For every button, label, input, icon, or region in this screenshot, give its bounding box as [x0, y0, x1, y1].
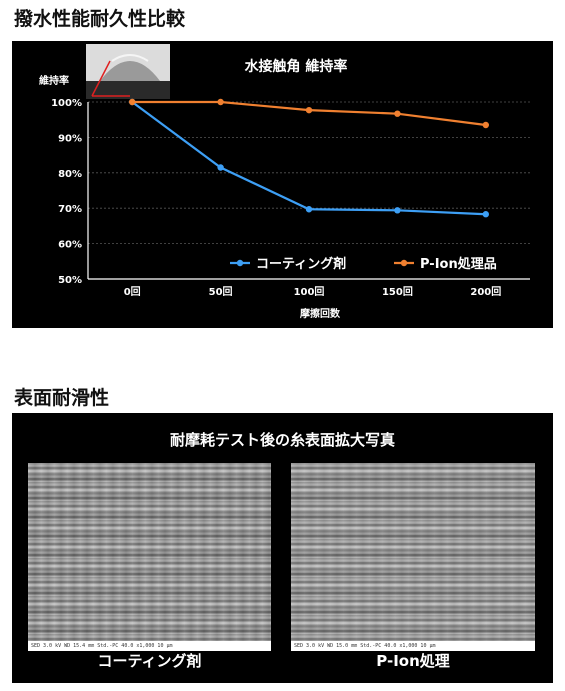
chart-title: 水接触角 維持率: [245, 58, 348, 75]
y-tick-label: 70%: [58, 204, 82, 215]
sem-label-coating: コーティング剤: [97, 652, 202, 670]
chart-legend: コーティング剤 P-Ion処理品: [230, 256, 497, 272]
data-point-0: [394, 207, 401, 214]
x-tick-label: 150回: [382, 286, 413, 298]
surface-panel: 耐摩耗テスト後の糸表面拡大写真 SED 3.0 kV WD 15.4 mm St…: [12, 413, 553, 683]
data-point-1: [305, 106, 313, 114]
y-tick-label: 90%: [58, 133, 82, 144]
line-chart: 水接触角 維持率 維持率 100% 90% 80% 70% 60% 50% 0回 50回 100…: [39, 44, 530, 320]
legend-label: P-Ion処理品: [420, 256, 497, 272]
data-point-0: [482, 211, 489, 218]
sem-scale-info-coating: SED 3.0 kV WD 15.4 mm Std.-PC 40.0 x1,00…: [28, 641, 271, 651]
x-tick-label: 0回: [124, 286, 141, 298]
chart-panel: 水接触角 維持率 維持率 100% 90% 80% 70% 60% 50% 0回 50回 100…: [12, 41, 553, 328]
x-tick-label: 200回: [470, 286, 501, 298]
data-point-0: [305, 206, 313, 213]
data-point-1: [394, 110, 401, 117]
y-tick-label: 100%: [51, 98, 82, 109]
y-tick-label: 60%: [58, 240, 82, 251]
series-line-1: [132, 100, 486, 127]
surface-panel-title: 耐摩耗テスト後の糸表面拡大写真: [169, 431, 395, 449]
section-title-abrasion: 表面耐滑性: [14, 387, 110, 409]
section-title-durability: 撥水性能耐久性比較: [14, 8, 186, 30]
legend-swatch-marker: [400, 259, 408, 267]
sem-photo-coating: SED 3.0 kV WD 15.4 mm Std.-PC 40.0 x1,00…: [28, 463, 271, 651]
sem-scale-info-pion: SED 3.0 kV WD 15.0 mm Std.-PC 40.0 x1,00…: [291, 641, 535, 651]
legend-label: コーティング剤: [256, 256, 346, 272]
y-tick-label: 80%: [58, 169, 82, 180]
data-point-0: [217, 164, 224, 171]
x-axis-label: 摩擦回数: [300, 307, 341, 320]
legend-swatch-marker: [236, 259, 244, 267]
y-axis-label: 維持率: [39, 74, 69, 87]
x-tick-label: 100回: [294, 286, 325, 298]
water-droplet-photo: [86, 44, 170, 99]
data-point-1: [217, 98, 224, 106]
x-tick-label: 50回: [209, 286, 233, 298]
sem-label-pion: P-Ion処理: [376, 652, 450, 670]
data-point-1: [482, 121, 489, 129]
data-point-1: [129, 98, 136, 106]
sem-photo-pion: SED 3.0 kV WD 15.0 mm Std.-PC 40.0 x1,00…: [291, 463, 535, 651]
y-tick-label: 50%: [58, 275, 82, 286]
